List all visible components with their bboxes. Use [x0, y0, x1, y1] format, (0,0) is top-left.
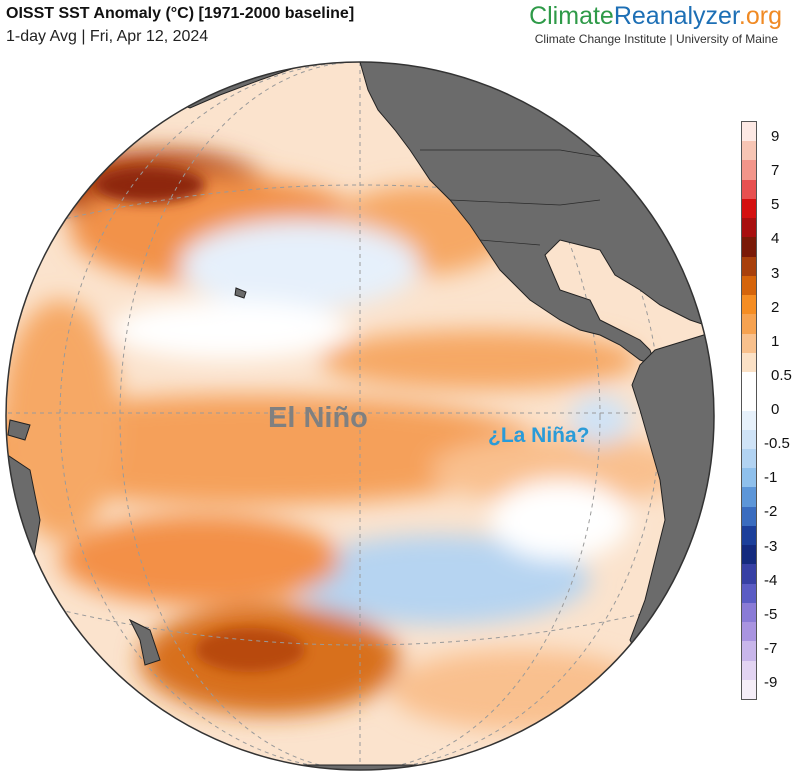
colorbar-tick-label: 7	[771, 162, 780, 180]
colorbar-segment	[742, 352, 756, 373]
land-new-zealand	[128, 618, 161, 666]
la-nina-label: ¿La Niña?	[488, 424, 590, 447]
el-nino-label: El Niño	[268, 402, 368, 434]
colorbar-tick-label: -9	[764, 674, 778, 691]
land-hawaii	[234, 287, 247, 299]
colorbar-segment	[742, 275, 756, 296]
colorbar-segment	[742, 295, 756, 315]
brand-logo-org: .org	[738, 2, 782, 30]
colorbar-tick-label: 9	[771, 128, 780, 145]
brand-logo-reanalyzer: Reanalyzer	[613, 2, 739, 30]
colorbar-tick-label: -4	[764, 571, 778, 589]
colorbar-segment	[742, 198, 756, 219]
cool-anomaly-south	[290, 535, 590, 625]
colorbar-segment	[742, 660, 756, 680]
brand-logo-climate: Climate	[529, 2, 614, 30]
colorbar-tick-label: 0	[771, 401, 780, 418]
brand-logo[interactable]: ClimateReanalyzer.org	[529, 2, 782, 31]
colorbar-segment	[742, 506, 756, 526]
colorbar-tick-label: -7	[764, 639, 778, 657]
colorbar-segment	[742, 256, 756, 276]
colorbar-tick-label: 2	[771, 298, 780, 316]
colorbar-segment	[742, 333, 756, 353]
colorbar-tick-label: -2	[764, 503, 778, 521]
cool-anomaly-north	[180, 220, 420, 310]
colorbar-segment	[742, 583, 756, 603]
brand-subtitle: Climate Change Institute | University of…	[534, 32, 778, 46]
colorbar-segment	[742, 602, 756, 623]
colorbar-segment	[742, 372, 756, 392]
colorbar-segment	[742, 525, 756, 546]
colorbar-segment	[742, 641, 756, 661]
colorbar-segment	[742, 487, 756, 507]
colorbar-segment	[742, 160, 756, 180]
colorbar-segment	[742, 237, 756, 257]
colorbar-segment	[742, 468, 756, 488]
colorbar-segment	[742, 391, 756, 411]
colorbar-tick-label: 4	[771, 230, 780, 248]
colorbar-segment	[742, 410, 756, 430]
colorbar-tick-label: 5	[771, 196, 780, 214]
colorbar-segment	[742, 218, 756, 238]
colorbar-tick-label: -1	[764, 469, 778, 487]
colorbar-segment	[742, 179, 756, 199]
map-subtitle: 1-day Avg | Fri, Apr 12, 2024	[6, 28, 209, 45]
colorbar-segment	[742, 429, 756, 449]
colorbar-tick-label: -3	[764, 537, 778, 555]
colorbar-tick-label: -0.5	[764, 435, 790, 453]
colorbar	[741, 121, 757, 700]
colorbar-segment	[742, 122, 756, 142]
globe-outline	[5, 61, 715, 771]
colorbar-tick-label: 0.5	[771, 366, 792, 384]
colorbar-segment	[742, 448, 756, 469]
colorbar-segment	[742, 141, 756, 161]
colorbar-segment	[742, 314, 756, 334]
colorbar-segment	[742, 564, 756, 584]
colorbar-tick-label: -5	[764, 605, 778, 623]
map-title: OISST SST Anomaly (°C) [1971-2000 baseli…	[6, 5, 355, 22]
colorbar-segment	[742, 545, 756, 565]
colorbar-tick-label: 3	[771, 264, 780, 282]
colorbar-segment	[742, 679, 756, 700]
colorbar-tick-label: 1	[771, 332, 780, 350]
colorbar-segment	[742, 622, 756, 642]
